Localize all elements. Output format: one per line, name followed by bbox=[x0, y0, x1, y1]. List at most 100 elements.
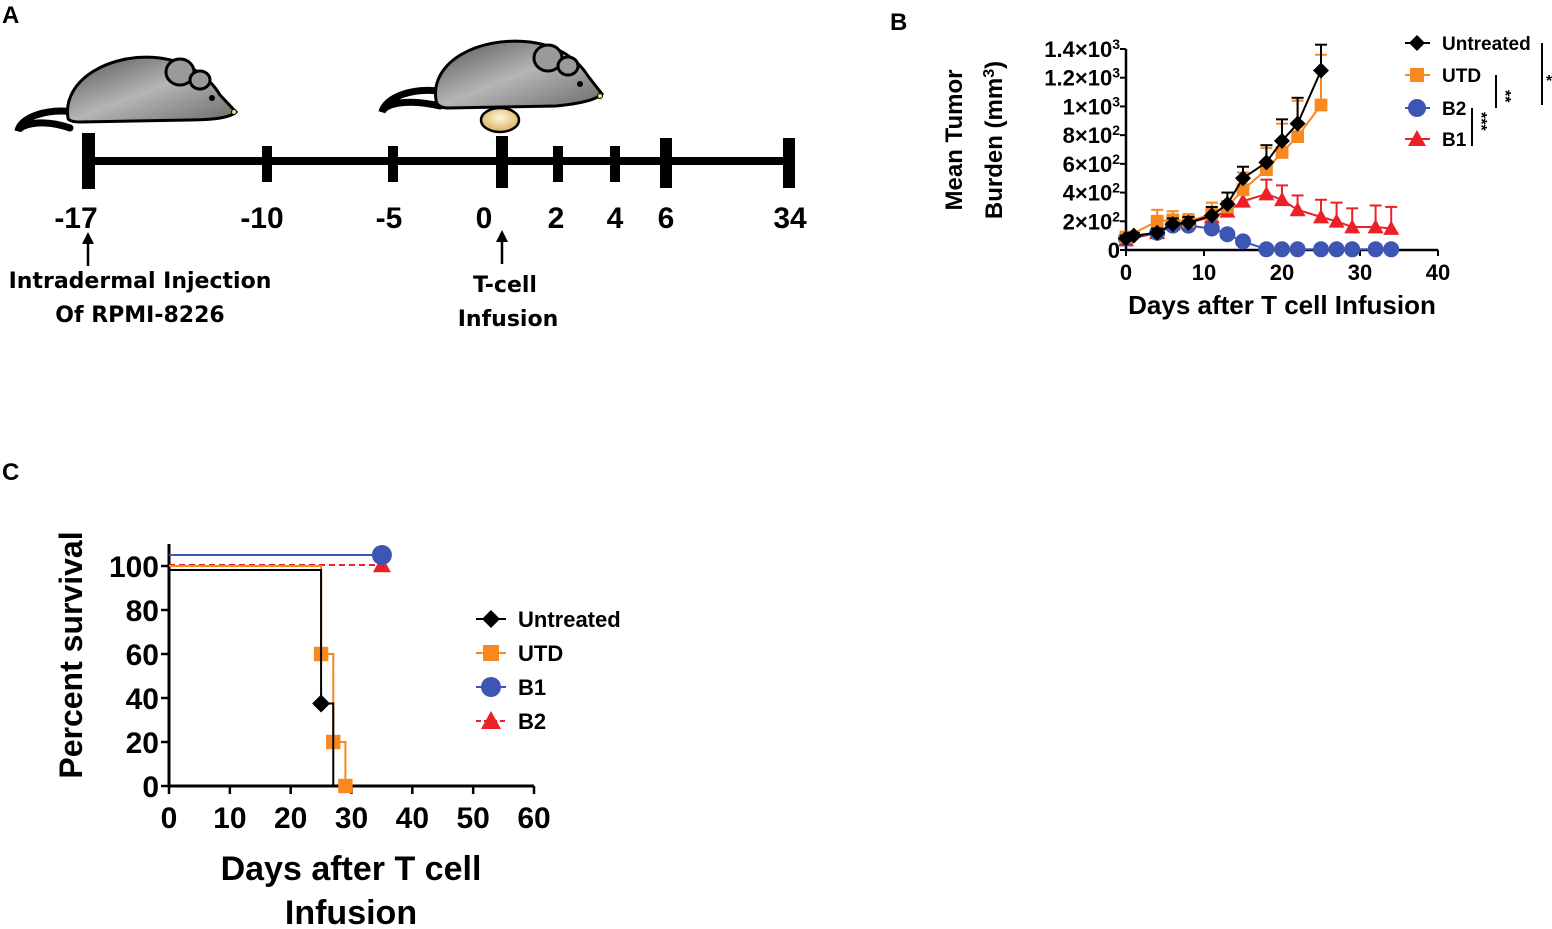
chart-b-y-tick-exp: 3 bbox=[1112, 65, 1120, 81]
timeline-label: -17 bbox=[54, 202, 97, 235]
chart-b-y-tick-label: 1.4×103 bbox=[1044, 36, 1120, 62]
chart-c-y-tick-label: 20 bbox=[126, 727, 159, 760]
chart-b-y-tick-exp: 2 bbox=[1112, 151, 1120, 167]
note-injection-line1: Intradermal Injection bbox=[9, 269, 272, 294]
legend-b-marker-b2 bbox=[1408, 99, 1426, 117]
chart-b-point-b1 bbox=[1344, 219, 1361, 234]
chart-c-y-tick-label: 0 bbox=[142, 771, 159, 804]
chart-b-y-tick-label: 0 bbox=[1108, 238, 1120, 263]
chart-b-point-untreated bbox=[1274, 132, 1290, 149]
chart-b-point-untreated bbox=[1219, 196, 1236, 213]
chart-b-y-tick-exp: 3 bbox=[1112, 93, 1120, 109]
note-infusion-line1: T-cell bbox=[473, 273, 537, 298]
chart-b-y-tick-main: 6×10 bbox=[1063, 152, 1113, 177]
chart-b-point-b2 bbox=[1383, 241, 1400, 258]
chart-c-x-tick-label: 60 bbox=[517, 802, 550, 835]
sig-label-2: ** bbox=[1496, 90, 1513, 103]
timeline-label: 4 bbox=[607, 202, 624, 235]
chart-b-point-b2 bbox=[1274, 241, 1290, 258]
chart-b-y-tick-main: 2×10 bbox=[1063, 209, 1113, 234]
chart-b-x-tick-label: 20 bbox=[1270, 260, 1294, 285]
legend-c-label-b2: B2 bbox=[518, 709, 546, 734]
legend-b-label-b2: B2 bbox=[1442, 99, 1466, 120]
legend-b-label-untreated: Untreated bbox=[1442, 34, 1531, 55]
timeline-label: 2 bbox=[548, 202, 565, 235]
chart-b-y-tick-main: 1.2×10 bbox=[1044, 66, 1112, 91]
note-injection-line2: Of RPMI-8226 bbox=[55, 303, 224, 328]
chart-b-legend: Untreated UTD B2 B1 * ** *** bbox=[1405, 34, 1552, 151]
chart-b-y-tick-main: 1×10 bbox=[1063, 94, 1113, 119]
chart-b-y-tick-label: 8×102 bbox=[1063, 122, 1121, 148]
mouse-icon-1 bbox=[14, 55, 239, 133]
chart-b-y-tick-exp: 2 bbox=[1112, 180, 1120, 196]
chart-b-x-tick-label: 10 bbox=[1192, 260, 1216, 285]
chart-b-point-untreated bbox=[1164, 216, 1181, 233]
chart-b-point-b2 bbox=[1313, 241, 1329, 258]
legend-c-marker-utd bbox=[483, 645, 499, 661]
chart-b-point-b2 bbox=[1328, 241, 1345, 258]
chart-b-point-b2 bbox=[1367, 241, 1384, 258]
chart-c-axes: 0 10 20 30 40 50 60 0 20 40 60 80 100 bbox=[109, 544, 551, 835]
chart-b-plot bbox=[1118, 43, 1400, 258]
legend-c-marker-b2 bbox=[481, 711, 501, 729]
chart-c-x-tick-label: 20 bbox=[274, 802, 307, 835]
chart-b-y-tick-exp: 2 bbox=[1112, 208, 1120, 224]
chart-b-point-utd bbox=[1291, 130, 1304, 143]
chart-b-ylabel-line1: Mean Tumor bbox=[941, 70, 968, 211]
timeline-label: 0 bbox=[476, 202, 493, 235]
legend-b-marker-b1 bbox=[1408, 130, 1426, 146]
chart-c-plot bbox=[169, 545, 392, 794]
chart-c-y-tick-label: 100 bbox=[109, 551, 159, 584]
legend-b-marker-untreated bbox=[1409, 35, 1425, 51]
chart-b-y-tick-label: 2×102 bbox=[1063, 208, 1121, 234]
chart-c-x-tick-label: 40 bbox=[396, 802, 429, 835]
panel-label-b: B bbox=[890, 9, 907, 36]
chart-b-point-untreated bbox=[1258, 154, 1275, 171]
note-infusion-line2: Infusion bbox=[458, 307, 559, 332]
timeline-tick-4 bbox=[610, 146, 620, 182]
sig-label-1: * bbox=[1546, 73, 1552, 90]
chart-c-y-tick-label: 40 bbox=[126, 683, 159, 716]
legend-b-marker-utd bbox=[1410, 68, 1424, 82]
timeline-tick-34 bbox=[783, 138, 795, 188]
arrow-infusion-head-icon bbox=[496, 230, 508, 242]
chart-b-point-untreated bbox=[1289, 115, 1306, 132]
chart-b-y-tick-main: 4×10 bbox=[1063, 181, 1113, 206]
chart-b-point-b1 bbox=[1328, 213, 1345, 228]
timeline-tick-2 bbox=[553, 146, 563, 182]
chart-b-point-untreated bbox=[1235, 170, 1251, 187]
legend-c-label-utd: UTD bbox=[518, 641, 563, 666]
chart-c-y-tick-label: 60 bbox=[126, 639, 159, 672]
legend-c-label-b1: B1 bbox=[518, 675, 546, 700]
sig-label-3: *** bbox=[1472, 112, 1489, 131]
timeline-tick-neg5 bbox=[388, 146, 398, 182]
chart-b-point-utd bbox=[1314, 98, 1328, 112]
chart-b-point-untreated bbox=[1313, 62, 1329, 79]
chart-b-point-b1 bbox=[1274, 191, 1290, 207]
timeline-tick-0 bbox=[496, 136, 508, 188]
legend-c-marker-b1 bbox=[481, 677, 501, 697]
chart-c-x-tick-label: 10 bbox=[213, 802, 246, 835]
chart-b-point-b1 bbox=[1383, 220, 1400, 235]
chart-b-point-untreated bbox=[1180, 214, 1197, 231]
timeline-label: -5 bbox=[376, 202, 403, 235]
chart-b-x-tick-label: 40 bbox=[1426, 260, 1450, 285]
chart-c-xlabel-line2: Infusion bbox=[285, 894, 417, 929]
chart-b-point-b1 bbox=[1289, 201, 1306, 217]
chart-b-point-untreated bbox=[1203, 207, 1220, 224]
chart-b-point-untreated bbox=[1125, 227, 1142, 244]
chart-b-y-tick-main: 8×10 bbox=[1063, 123, 1113, 148]
chart-b-point-utd bbox=[1275, 145, 1289, 159]
legend-c-marker-untreated bbox=[482, 610, 500, 628]
timeline-label: 34 bbox=[773, 202, 807, 235]
chart-b-y-tick-label: 6×102 bbox=[1063, 151, 1121, 177]
chart-b-ylabel-main: Burden (mm bbox=[981, 78, 1008, 219]
chart-c-point-b1 bbox=[371, 545, 392, 565]
chart-c: Percent survival Days after T cell Infus… bbox=[53, 531, 621, 929]
chart-b-point-b2 bbox=[1344, 241, 1361, 258]
timeline-tick-neg17 bbox=[82, 133, 95, 189]
timeline-label: -10 bbox=[240, 202, 283, 235]
chart-c-line-utd bbox=[169, 565, 347, 786]
legend-b-label-b1: B1 bbox=[1442, 130, 1467, 151]
